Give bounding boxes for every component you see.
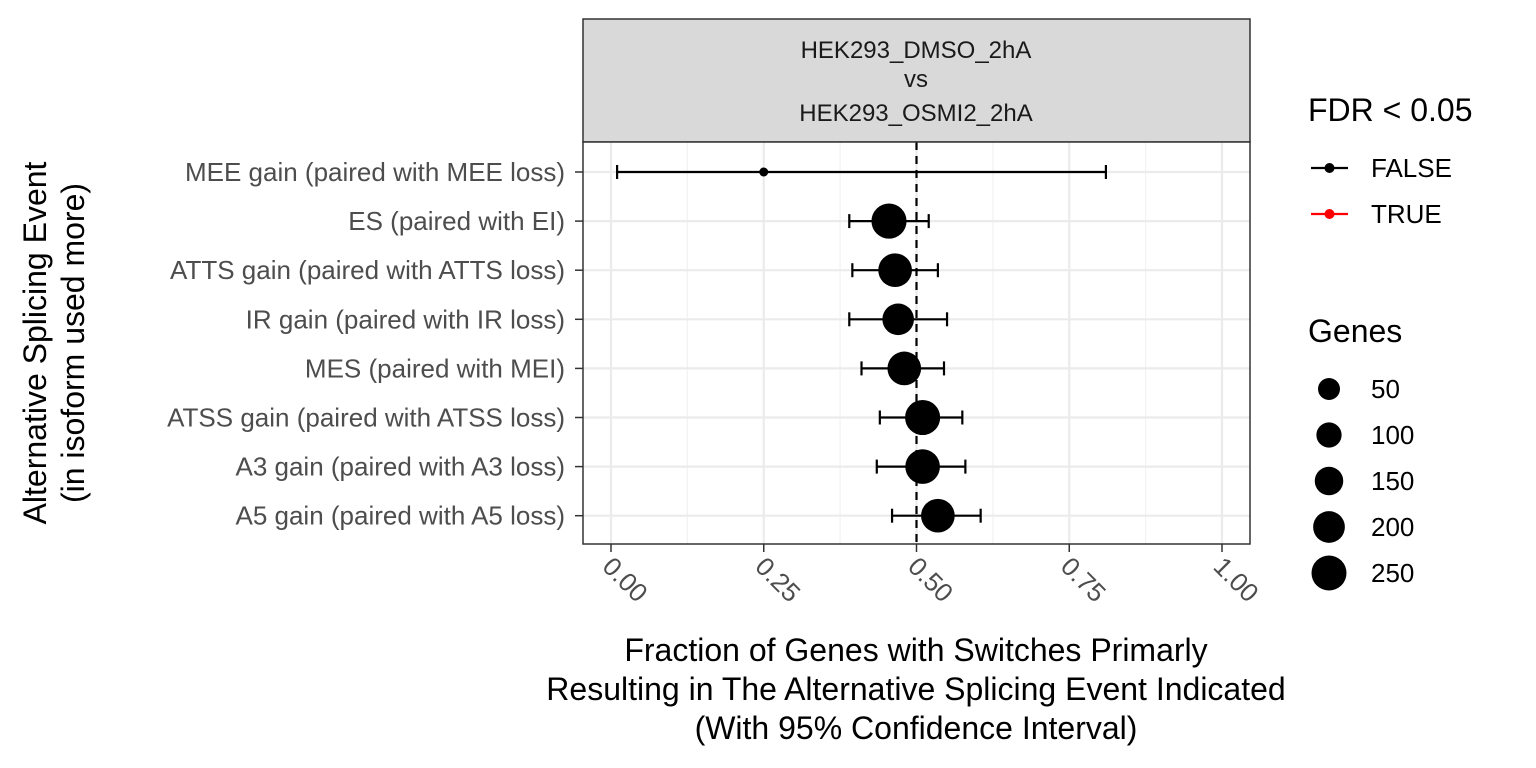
y-tick-label: ATTS gain (paired with ATTS loss) (170, 255, 565, 285)
y-axis: MEE gain (paired with MEE loss) ES (paire… (167, 157, 583, 531)
legend-genes: Genes 50 100 150 200 250 (1308, 313, 1414, 591)
legend-fdr: FDR < 0.05 FALSE TRUE (1308, 92, 1473, 229)
y-axis-title-line-1: Alternative Splicing Event (17, 161, 53, 524)
legend-genes-key (1313, 511, 1345, 543)
legend-genes-key (1316, 422, 1342, 448)
legend-genes-label: 150 (1371, 466, 1414, 496)
legend-genes-key (1311, 555, 1347, 591)
facet-label-line-2: vs (904, 66, 928, 93)
legend-genes-key (1314, 466, 1344, 496)
facet-label-line-3: HEK293_OSMI2_2hA (799, 100, 1032, 127)
facet-strip (582, 18, 1251, 143)
data-point (878, 253, 912, 288)
data-point (882, 303, 914, 336)
legend-fdr-key-point (1324, 163, 1335, 173)
legend-fdr-title: FDR < 0.05 (1308, 92, 1473, 128)
data-point (887, 351, 922, 386)
facet-label-line-1: HEK293_DMSO_2hA (801, 37, 1032, 64)
x-axis: 0.00 0.25 0.50 0.75 1.00 (597, 544, 1265, 608)
y-tick-label: ATSS gain (paired with ATSS loss) (167, 403, 565, 433)
x-axis-title-line-2: Resulting in The Alternative Splicing Ev… (546, 671, 1285, 707)
data-point (871, 203, 907, 239)
data-marks (616, 165, 1108, 533)
legend-fdr-label: TRUE (1371, 199, 1442, 229)
legend-fdr-label: FALSE (1371, 153, 1452, 183)
y-tick-label: ES (paired with EI) (348, 206, 565, 236)
data-point (921, 498, 955, 533)
y-tick-label: IR gain (paired with IR loss) (246, 304, 565, 334)
x-tick-label: 0.25 (750, 551, 807, 608)
x-axis-title-line-1: Fraction of Genes with Switches Primarly (624, 632, 1207, 668)
legend-genes-label: 250 (1371, 558, 1414, 588)
y-tick-label: MES (paired with MEI) (305, 353, 565, 383)
x-tick-label: 0.75 (1055, 551, 1112, 608)
x-tick-label: 0.00 (597, 551, 654, 608)
data-point (759, 167, 769, 177)
x-tick-label: 1.00 (1208, 551, 1265, 608)
legend-genes-label: 100 (1371, 420, 1414, 450)
y-tick-label: MEE gain (paired with MEE loss) (185, 157, 565, 187)
y-axis-title-line-2: (in isoform used more) (55, 183, 91, 503)
data-point (905, 449, 940, 484)
data-point (905, 399, 941, 436)
legend-genes-title: Genes (1308, 313, 1402, 349)
legend-genes-key (1318, 378, 1340, 400)
legend-genes-label: 50 (1371, 374, 1400, 404)
y-tick-label: A5 gain (paired with A5 loss) (235, 501, 565, 531)
y-tick-label: A3 gain (paired with A3 loss) (235, 452, 565, 482)
x-tick-label: 0.50 (902, 551, 959, 608)
legend-genes-label: 200 (1371, 512, 1414, 542)
legend-fdr-key-point (1324, 209, 1335, 219)
x-axis-title-line-3: (With 95% Confidence Interval) (695, 710, 1138, 746)
